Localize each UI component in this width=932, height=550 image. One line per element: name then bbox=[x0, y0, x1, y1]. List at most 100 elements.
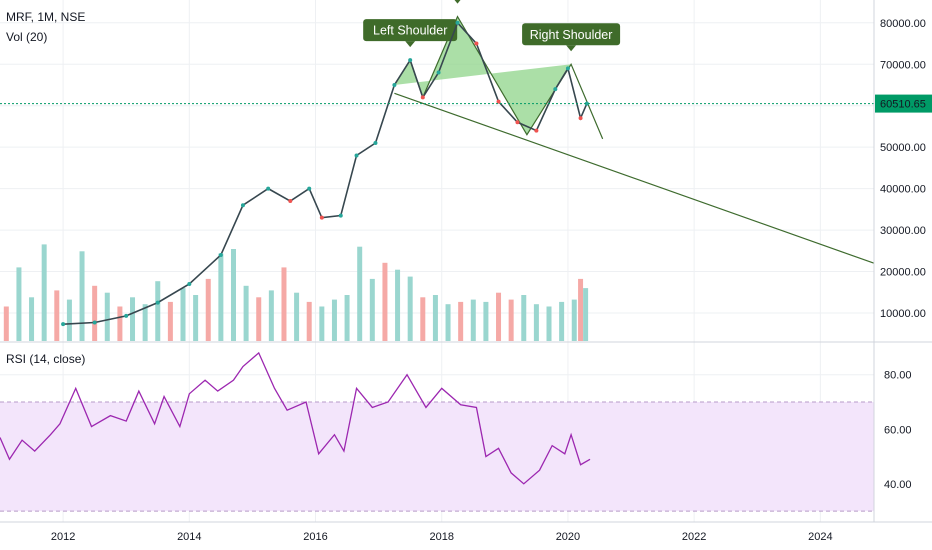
price-point bbox=[338, 213, 343, 218]
pattern-label-pointer bbox=[405, 41, 416, 48]
volume-indicator-title[interactable]: Vol (20) bbox=[6, 30, 48, 44]
price-point bbox=[515, 120, 520, 125]
volume-bar bbox=[117, 306, 123, 341]
time-tick-label: 2024 bbox=[808, 531, 832, 543]
price-point bbox=[240, 203, 245, 208]
price-point bbox=[319, 215, 324, 220]
volume-bar bbox=[130, 297, 136, 341]
neckline bbox=[394, 92, 875, 264]
price-point bbox=[436, 70, 441, 75]
price-point bbox=[373, 141, 378, 146]
volume-bar bbox=[3, 306, 9, 341]
volume-bar bbox=[583, 288, 589, 341]
volume-bars bbox=[3, 244, 589, 341]
price-point bbox=[61, 322, 66, 327]
volume-bar bbox=[306, 301, 312, 341]
volume-bar bbox=[230, 249, 236, 341]
volume-bar bbox=[483, 301, 489, 341]
volume-bar bbox=[16, 267, 22, 341]
volume-bar bbox=[180, 288, 186, 341]
price-point bbox=[288, 199, 293, 204]
price-layer bbox=[0, 20, 874, 327]
price-point bbox=[578, 116, 583, 121]
price-tick-label: 50000.00 bbox=[880, 142, 926, 154]
current-price-tag-bg bbox=[875, 94, 932, 113]
price-point bbox=[124, 313, 129, 318]
pattern-label-pointer bbox=[454, 0, 461, 4]
price-point bbox=[155, 300, 160, 305]
pattern-label[interactable]: Head bbox=[431, 0, 485, 4]
current-price-tag[interactable]: 60510.65 bbox=[875, 94, 932, 113]
time-tick-label: 2012 bbox=[51, 531, 75, 543]
price-point bbox=[92, 320, 97, 325]
volume-bar bbox=[407, 276, 413, 341]
price-tick-label: 20000.00 bbox=[880, 267, 926, 279]
volume-bar bbox=[496, 292, 502, 341]
rsi-indicator-title[interactable]: RSI (14, close) bbox=[6, 352, 86, 366]
pattern-fill bbox=[394, 16, 572, 135]
pattern-label-bg bbox=[522, 23, 621, 46]
pattern-label[interactable]: Left Shoulder bbox=[363, 19, 458, 48]
volume-bar bbox=[546, 306, 552, 341]
symbol-title[interactable]: MRF, 1M, NSE bbox=[6, 10, 86, 24]
price-tick-label: 30000.00 bbox=[880, 225, 926, 237]
price-tick-label: 40000.00 bbox=[880, 184, 926, 196]
rsi-tick-label: 40.00 bbox=[884, 479, 912, 491]
volume-bar bbox=[79, 251, 85, 341]
price-tick-label: 80000.00 bbox=[880, 18, 926, 30]
volume-bar bbox=[319, 306, 325, 341]
volume-bar bbox=[104, 292, 110, 341]
time-tick-label: 2018 bbox=[429, 531, 453, 543]
volume-bar bbox=[470, 299, 476, 341]
price-point bbox=[307, 186, 312, 191]
volume-bar bbox=[344, 295, 350, 341]
volume-bar bbox=[331, 299, 337, 341]
volume-bar bbox=[41, 244, 47, 341]
pattern-label-text: Right Shoulder bbox=[530, 28, 613, 42]
time-tick-label: 2020 bbox=[556, 531, 580, 543]
pattern-label-bg bbox=[363, 19, 458, 42]
volume-bar bbox=[243, 285, 249, 341]
price-point bbox=[187, 281, 192, 286]
price-point bbox=[408, 58, 413, 63]
volume-bar bbox=[256, 297, 262, 341]
price-point bbox=[420, 95, 425, 100]
price-point bbox=[553, 87, 558, 92]
rsi-axis: 80.00 60.00 40.00 bbox=[884, 370, 912, 491]
volume-bar bbox=[395, 269, 401, 341]
volume-bar bbox=[533, 304, 539, 341]
volume-bar bbox=[559, 301, 565, 341]
time-tick-label: 2022 bbox=[682, 531, 706, 543]
price-point bbox=[534, 128, 539, 133]
pattern-label-pointer bbox=[566, 45, 577, 52]
volume-bar bbox=[521, 295, 527, 341]
price-axis: 10000.00 20000.00 30000.00 40000.00 50000.00… bbox=[880, 18, 926, 320]
price-point bbox=[266, 186, 271, 191]
volume-bar bbox=[142, 304, 148, 341]
pattern-label[interactable]: Right Shoulder bbox=[522, 23, 621, 52]
volume-bar bbox=[155, 281, 161, 341]
volume-bar bbox=[445, 304, 451, 341]
volume-bar bbox=[54, 290, 60, 341]
time-tick-label: 2014 bbox=[177, 531, 201, 543]
volume-bar bbox=[167, 301, 173, 341]
price-point bbox=[474, 41, 479, 46]
rsi-tick-label: 60.00 bbox=[884, 424, 912, 436]
pattern-label-text: Left Shoulder bbox=[373, 24, 447, 38]
rsi-band bbox=[0, 402, 874, 512]
rsi-tick-label: 80.00 bbox=[884, 370, 912, 382]
rsi-line bbox=[0, 351, 591, 485]
price-point bbox=[496, 99, 501, 104]
volume-bar bbox=[205, 278, 211, 341]
volume-bar bbox=[420, 297, 426, 341]
volume-bar bbox=[92, 285, 98, 341]
price-tick-label: 10000.00 bbox=[880, 308, 926, 320]
time-tick-label: 2016 bbox=[303, 531, 327, 543]
volume-bar bbox=[578, 278, 584, 341]
volume-bar bbox=[508, 299, 514, 341]
time-axis: 2012 2014 2016 2018 2020 2022 2024 bbox=[51, 531, 833, 543]
volume-bar bbox=[294, 292, 300, 341]
volume-bar bbox=[571, 299, 577, 341]
price-point bbox=[455, 20, 460, 25]
